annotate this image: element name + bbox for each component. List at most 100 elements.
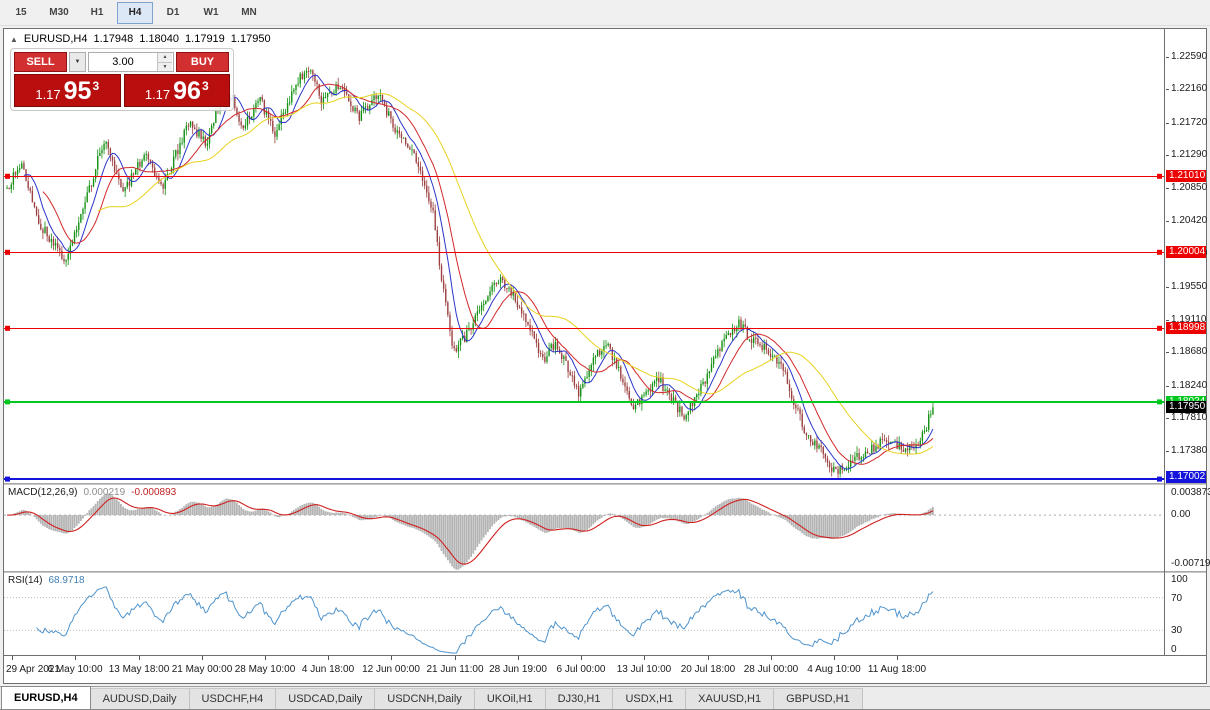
close-price-value: 1.17950 [231, 33, 271, 45]
chart-tab-xauusd-h1[interactable]: XAUUSD,H1 [686, 688, 774, 709]
axis-divider [4, 655, 1206, 656]
open-price-value: 1.17948 [94, 33, 134, 45]
time-tick [12, 656, 13, 660]
macd-scale: 0.0038730.00-0.007191 [1166, 485, 1206, 571]
chart-tab-ukoil-h1[interactable]: UKOil,H1 [475, 688, 546, 709]
time-axis-label: 4 Jun 18:00 [302, 664, 354, 675]
timeframe-button-h1[interactable]: H1 [79, 2, 115, 24]
scale-divider [1164, 29, 1165, 655]
sell-price-button[interactable]: 1.17 95 3 [14, 74, 121, 107]
buy-price-prefix: 1.17 [145, 87, 170, 102]
price-tick [1166, 221, 1169, 222]
rsi-value: 68.9718 [48, 575, 84, 586]
price-tick [1166, 418, 1169, 419]
rsi-panel[interactable]: RSI(14) 68.9718 [4, 573, 1164, 655]
time-axis-label: 28 May 10:00 [235, 664, 296, 675]
volume-dropdown-button[interactable]: ▼ [69, 52, 86, 72]
volume-stepper: ▲ ▼ [157, 53, 172, 71]
timeframe-button-mn[interactable]: MN [231, 2, 267, 24]
timeframe-button-m30[interactable]: M30 [41, 2, 77, 24]
time-tick [202, 656, 203, 660]
chart-tab-audusd-daily[interactable]: AUDUSD,Daily [91, 688, 190, 709]
price-tick [1166, 386, 1169, 387]
price-tag: 1.17950 [1166, 401, 1206, 413]
macd-indicator-label: MACD(12,26,9) 0.000219 -0.000893 [8, 487, 176, 498]
time-axis-label: 4 Aug 10:00 [807, 664, 860, 675]
price-tick [1166, 57, 1169, 58]
price-tick [1166, 123, 1169, 124]
buy-price-digits: 96 [173, 79, 201, 104]
price-tick-label: 1.22590 [1171, 51, 1207, 62]
rsi-scale-label: 100 [1171, 574, 1188, 585]
buy-price-button[interactable]: 1.17 96 3 [124, 74, 231, 107]
price-tag: 1.21010 [1166, 170, 1206, 182]
price-tick-label: 1.22160 [1171, 83, 1207, 94]
price-tag: 1.20004 [1166, 246, 1206, 258]
one-click-controls-row: SELL ▼ ▲ ▼ BUY [14, 52, 230, 72]
timeframe-button-w1[interactable]: W1 [193, 2, 229, 24]
price-tick [1166, 287, 1169, 288]
time-axis-label: 12 Jun 00:00 [362, 664, 420, 675]
macd-chart[interactable] [4, 485, 1164, 571]
price-tick [1166, 451, 1169, 452]
chevron-down-icon: ▼ [75, 59, 81, 65]
time-tick [771, 656, 772, 660]
price-tick-label: 1.20420 [1171, 215, 1207, 226]
timeframe-button-d1[interactable]: D1 [155, 2, 191, 24]
one-click-collapse-icon[interactable]: ▲ [10, 35, 18, 44]
chart-tab-usdx-h1[interactable]: USDX,H1 [613, 688, 686, 709]
price-tick-label: 1.17810 [1171, 412, 1207, 423]
time-tick [644, 656, 645, 660]
main-chart-panel[interactable]: ▲ EURUSD,H4 1.17948 1.18040 1.17919 1.17… [4, 29, 1164, 483]
macd-signal-value: -0.000893 [131, 487, 176, 498]
chart-tab-usdcad-daily[interactable]: USDCAD,Daily [276, 688, 375, 709]
time-tick [581, 656, 582, 660]
price-tag: 1.17002 [1166, 471, 1206, 483]
buy-price-pip: 3 [202, 79, 209, 93]
chart-tab-usdchf-h4[interactable]: USDCHF,H4 [190, 688, 277, 709]
macd-scale-label: 0.003873 [1171, 487, 1210, 498]
time-axis-label: 13 Jul 10:00 [617, 664, 672, 675]
low-price-value: 1.17919 [185, 33, 225, 45]
time-axis-label: 28 Jun 19:00 [489, 664, 547, 675]
volume-input[interactable] [89, 53, 157, 71]
buy-button[interactable]: BUY [176, 52, 229, 72]
price-tick-label: 1.17380 [1171, 445, 1207, 456]
price-scale[interactable]: 1.225901.221601.217201.212901.208501.204… [1166, 29, 1206, 483]
chart-tab-gbpusd-h1[interactable]: GBPUSD,H1 [774, 688, 863, 709]
chart-tab-usdcnh-daily[interactable]: USDCNH,Daily [375, 688, 475, 709]
price-tick-label: 1.21290 [1171, 149, 1207, 160]
time-axis[interactable]: 29 Apr 20216 May 10:0013 May 18:0021 May… [4, 656, 1164, 683]
price-tick [1166, 155, 1169, 156]
rsi-scale-label: 30 [1171, 625, 1182, 636]
time-tick [455, 656, 456, 660]
one-click-trading-panel: SELL ▼ ▲ ▼ BUY 1.17 [10, 48, 234, 111]
time-tick [75, 656, 76, 660]
time-tick [391, 656, 392, 660]
time-tick [328, 656, 329, 660]
price-tick [1166, 320, 1169, 321]
time-tick [708, 656, 709, 660]
chart-tab-eurusd-h4[interactable]: EURUSD,H4 [1, 686, 91, 709]
time-axis-label: 13 May 18:00 [109, 664, 170, 675]
timeframe-button-h4[interactable]: H4 [117, 2, 153, 24]
macd-name: MACD(12,26,9) [8, 487, 77, 498]
chart-ohlc-header: ▲ EURUSD,H4 1.17948 1.18040 1.17919 1.17… [10, 32, 271, 46]
symbol-timeframe-label: EURUSD,H4 [24, 33, 88, 45]
chart-tab-dj30-h1[interactable]: DJ30,H1 [546, 688, 614, 709]
sell-price-prefix: 1.17 [35, 87, 60, 102]
price-tick [1166, 188, 1169, 189]
rsi-chart[interactable] [4, 573, 1164, 655]
volume-decrease-button[interactable]: ▼ [158, 63, 172, 72]
time-axis-label: 6 May 10:00 [47, 664, 102, 675]
rsi-name: RSI(14) [8, 575, 42, 586]
macd-panel[interactable]: MACD(12,26,9) 0.000219 -0.000893 [4, 485, 1164, 571]
price-tick-label: 1.18240 [1171, 380, 1207, 391]
volume-increase-button[interactable]: ▲ [158, 53, 172, 63]
rsi-scale-label: 0 [1171, 644, 1177, 655]
timeframe-button-15[interactable]: 15 [3, 2, 39, 24]
sell-button[interactable]: SELL [14, 52, 67, 72]
volume-field: ▲ ▼ [88, 52, 174, 72]
macd-scale-label: 0.00 [1171, 509, 1190, 520]
time-axis-label: 21 Jun 11:00 [426, 664, 483, 675]
